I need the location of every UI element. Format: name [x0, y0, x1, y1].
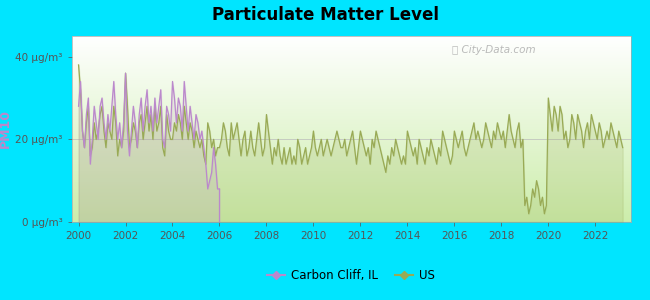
Y-axis label: PM10: PM10 — [0, 110, 12, 148]
Text: ⓘ City-Data.com: ⓘ City-Data.com — [452, 45, 535, 55]
Text: Particulate Matter Level: Particulate Matter Level — [211, 6, 439, 24]
Legend: Carbon Cliff, IL, US: Carbon Cliff, IL, US — [263, 264, 439, 287]
